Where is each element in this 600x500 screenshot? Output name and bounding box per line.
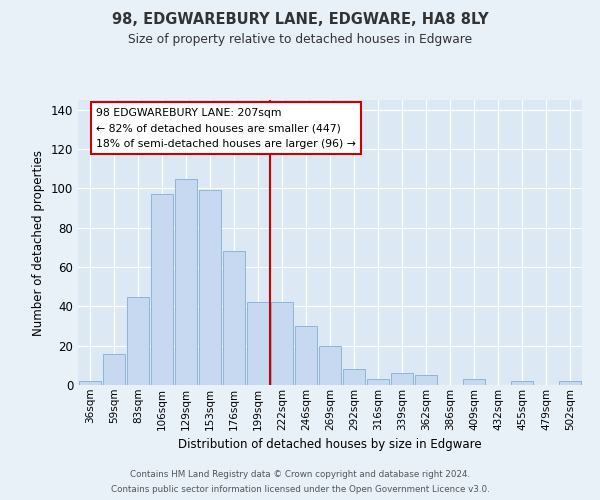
- Bar: [559, 381, 581, 385]
- Bar: [463, 379, 485, 385]
- Text: Contains public sector information licensed under the Open Government Licence v3: Contains public sector information licen…: [110, 485, 490, 494]
- Text: 98 EDGWAREBURY LANE: 207sqm
← 82% of detached houses are smaller (447)
18% of se: 98 EDGWAREBURY LANE: 207sqm ← 82% of det…: [96, 108, 356, 149]
- Text: Size of property relative to detached houses in Edgware: Size of property relative to detached ho…: [128, 32, 472, 46]
- Bar: [151, 194, 173, 385]
- Bar: [295, 326, 317, 385]
- Y-axis label: Number of detached properties: Number of detached properties: [32, 150, 45, 336]
- Bar: [367, 379, 389, 385]
- Bar: [247, 302, 269, 385]
- Bar: [223, 252, 245, 385]
- Bar: [343, 370, 365, 385]
- Bar: [391, 373, 413, 385]
- Bar: [415, 375, 437, 385]
- Bar: [199, 190, 221, 385]
- Bar: [319, 346, 341, 385]
- Bar: [511, 381, 533, 385]
- Bar: [175, 178, 197, 385]
- Text: 98, EDGWAREBURY LANE, EDGWARE, HA8 8LY: 98, EDGWAREBURY LANE, EDGWARE, HA8 8LY: [112, 12, 488, 28]
- Bar: [103, 354, 125, 385]
- X-axis label: Distribution of detached houses by size in Edgware: Distribution of detached houses by size …: [178, 438, 482, 451]
- Bar: [271, 302, 293, 385]
- Bar: [127, 296, 149, 385]
- Bar: [79, 381, 101, 385]
- Text: Contains HM Land Registry data © Crown copyright and database right 2024.: Contains HM Land Registry data © Crown c…: [130, 470, 470, 479]
